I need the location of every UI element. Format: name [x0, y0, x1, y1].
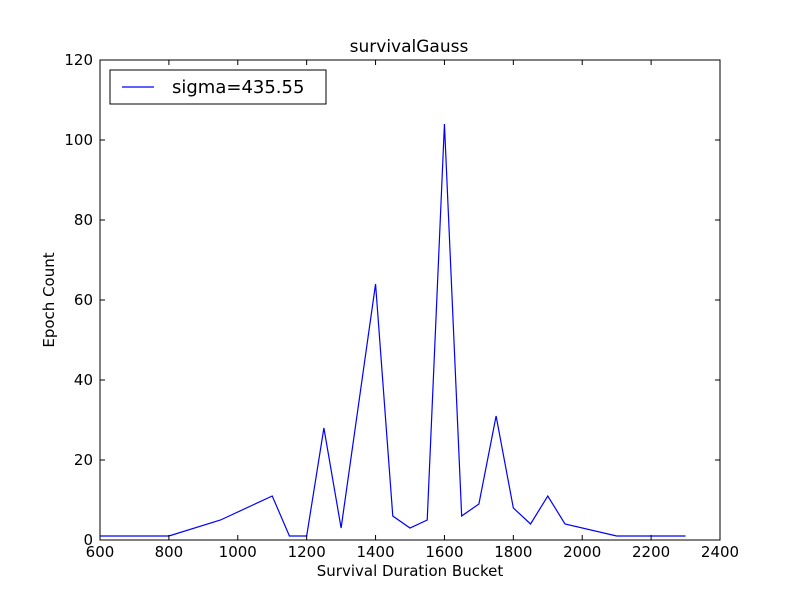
x-tick-label: 1800 [494, 543, 532, 561]
plot-frame [99, 59, 721, 541]
x-tick-label: 800 [155, 543, 184, 561]
x-tick-label: 1400 [356, 543, 394, 561]
series-line-0 [100, 123, 686, 537]
x-tick-label: 1600 [425, 543, 463, 561]
x-tick-label: 2400 [701, 543, 739, 561]
y-tick-label: 120 [64, 51, 93, 69]
x-tick-label: 600 [86, 543, 115, 561]
y-tick-label: 20 [74, 451, 93, 469]
y-tick-label: 40 [74, 371, 93, 389]
chart-title: survivalGauss [350, 37, 469, 57]
y-tick-label: 100 [64, 131, 93, 149]
y-tick-label: 0 [83, 531, 93, 549]
y-tick-label: 60 [74, 291, 93, 309]
y-tick-label: 80 [74, 211, 93, 229]
y-axis-ticks: 0 20 40 60 80 100 120 [64, 51, 720, 549]
y-axis-label: Epoch Count [40, 252, 58, 347]
x-tick-label: 2000 [563, 543, 601, 561]
x-tick-label: 1000 [219, 543, 257, 561]
legend: sigma=435.55 [109, 69, 327, 105]
legend-label: sigma=435.55 [172, 77, 304, 98]
x-tick-label: 1200 [288, 543, 326, 561]
x-tick-label: 2200 [632, 543, 670, 561]
plot-series [100, 123, 686, 537]
x-axis-ticks: 600 800 1000 1200 1400 1600 1800 2000 2200 2400 [86, 60, 739, 561]
x-axis-label: Survival Duration Bucket [317, 562, 504, 580]
